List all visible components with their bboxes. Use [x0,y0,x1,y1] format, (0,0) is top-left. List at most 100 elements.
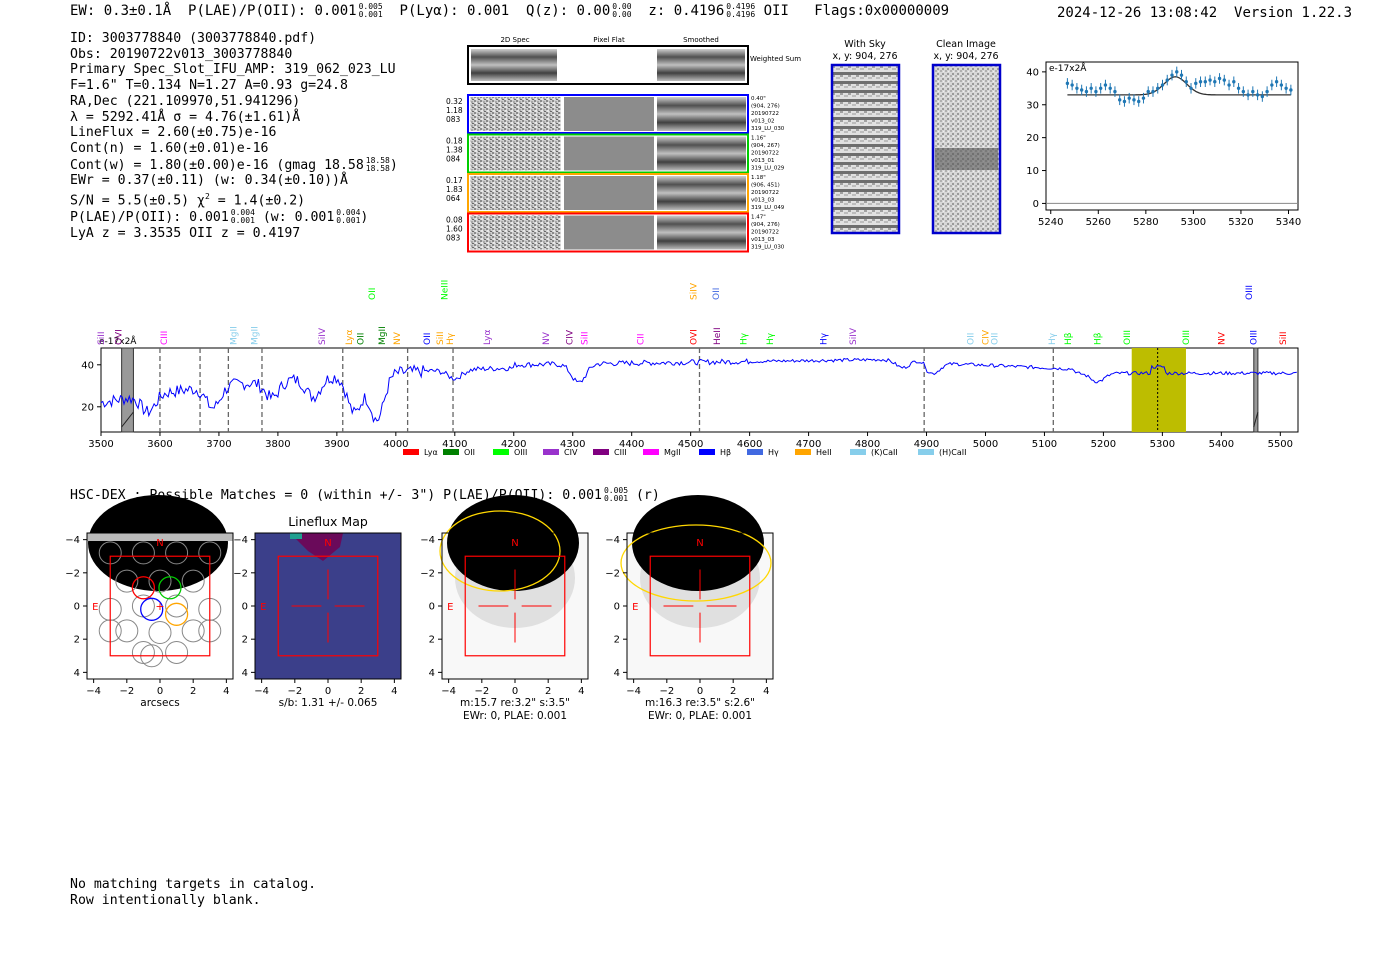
catalog-footer: No matching targets in catalog. Row inte… [70,877,316,908]
plae-lo: 0.001 [358,10,383,19]
spec-xtick-label: 3900 [324,439,349,450]
fit-data-point [1151,89,1155,94]
fit-data-point [1146,89,1150,94]
fit-data-point [1279,83,1284,87]
panel-ytick-label: 0 [429,602,435,613]
fit-data-point [1194,81,1198,86]
legend-label: CIII [614,448,627,457]
spec-flux-line [100,357,1297,424]
panel-ytick-label: 2 [429,635,435,646]
spec-line-label: OII [967,333,977,345]
legend-swatch [543,449,559,455]
fit-data-point [1070,83,1074,87]
spec-line-label: NeIII [441,280,451,300]
cutout-pixelflat [564,97,654,131]
plya-value: P(Lyα): 0.001 [399,3,510,19]
flags-value: Flags:0x00000009 [814,3,950,19]
spec-xtick-label: 5300 [1150,439,1175,450]
panel-ytick-label: 0 [614,602,620,613]
panel-xtick-label: −4 [626,686,641,697]
info-lineflux: LineFlux = 2.60(±0.75)e-16 [70,125,277,141]
weighted-smoothed [657,49,745,81]
panel-xtick-label: 2 [545,686,551,697]
fit-data-point [1127,96,1131,100]
cutout-panels: 2D Spec Pixel Flat Smoothed Weighted Sum… [446,36,1002,253]
fit-xtick-label: 5300 [1181,217,1206,228]
fit-data-point [1117,98,1122,102]
fit-data-point [1179,73,1184,77]
center-marker: + [155,600,164,613]
clean-title: Clean Image [936,39,996,50]
fit-data-point [1132,98,1136,102]
fit-data-point [1175,70,1179,74]
info-ewr: EWr = 0.37(±0.11) (w: 0.34(±0.10))Å [70,173,348,189]
compass-north: N [324,538,331,549]
spec-line-label: OIII [1123,330,1133,345]
with-sky-xy: x, y: 904, 276 [832,51,897,62]
panel-ytick-label: 4 [74,668,80,679]
fit-data-point [1222,78,1227,82]
spec-line-label: Hγ [1048,332,1058,345]
spec-xtick-label: 4300 [560,439,585,450]
fit-data-point [1079,88,1084,92]
panel-xtick-label: 2 [190,686,196,697]
fit-data-point [1113,89,1117,94]
cutout-pixelflat [564,176,654,210]
spec-xtick-label: 5000 [973,439,998,450]
panel-ytick-label: −4 [233,535,248,546]
fit-data-point [1122,99,1127,104]
search-box [649,555,751,657]
info-lyaz: LyA z = 3.3535 OII z = 0.4197 [70,225,301,241]
fit-data-point [1246,93,1250,97]
spec-xtick-label: 4100 [442,439,467,450]
panel-xlabel: m:15.7 re:3.2" s:3.5" [460,697,570,709]
fit-xtick-label: 5320 [1228,217,1253,228]
datetime: 2024-12-26 13:08:42 [1057,5,1218,21]
cutout-left-label: 0.18 [446,137,463,146]
plae-value: P(LAE)/P(OII): 0.001 [188,3,357,19]
panel-xtick-label: −2 [287,686,302,697]
spec-xtick-label: 3800 [265,439,290,450]
fiber-circle [165,594,189,618]
fit-data-point [1084,89,1089,94]
spec-gray-band-hatch [1253,411,1259,428]
cutout-right-label: 20190722 [751,230,779,236]
cutout-2dspec [470,215,561,250]
compass-north: N [696,538,703,549]
footer-line2: Row intentionally blank. [70,892,261,908]
fit-data-point [1208,78,1212,82]
line-fit-chart: 5240 5260 5280 5300 5320 5340 0 10 20 30 40 e-17x2Å [1026,61,1301,228]
spec-xtick-label: 4400 [619,439,644,450]
panel-ytick-label: 4 [614,668,620,679]
panel-xtick-label: 4 [763,686,769,697]
version: Version 1.22.3 [1234,5,1353,21]
fit-data-point [1141,96,1146,100]
legend-label: Hγ [768,448,779,457]
weighted-2dspec [471,49,557,81]
compass-north: N [156,538,163,549]
spec-line-label: NV [542,331,552,345]
cutout-right-label: v013_03 [751,237,775,243]
fit-data-point [1137,99,1141,104]
fit-data-point [1265,89,1269,94]
spec-xtick-label: 5500 [1268,439,1293,450]
ew-value: EW: 0.3±0.1Å [70,3,172,19]
panel-xtick-label: −2 [659,686,674,697]
fit-data-point [1184,80,1188,84]
spec-xtick-label: 3500 [88,439,113,450]
fiber-circle [115,569,139,593]
panel-xtick-label: 2 [358,686,364,697]
spec-gray-band-hatch [121,411,134,428]
fit-data-point [1203,80,1207,84]
clean-image-band [935,148,998,170]
cutout-right-label: v013_03 [751,198,775,204]
hsc-dex-lo: 0.001 [603,494,629,503]
legend-label: (H)CaII [939,448,966,457]
spec-xtick-label: 4200 [501,439,526,450]
spec-ylabel: e-17x2Å [99,335,137,347]
fiber-circle-highlight [131,576,156,600]
legend-swatch [747,449,763,455]
cutout-left-label: 083 [446,115,461,124]
qz-hi: 0.00 [612,2,632,11]
fit-data-point [1160,83,1165,87]
